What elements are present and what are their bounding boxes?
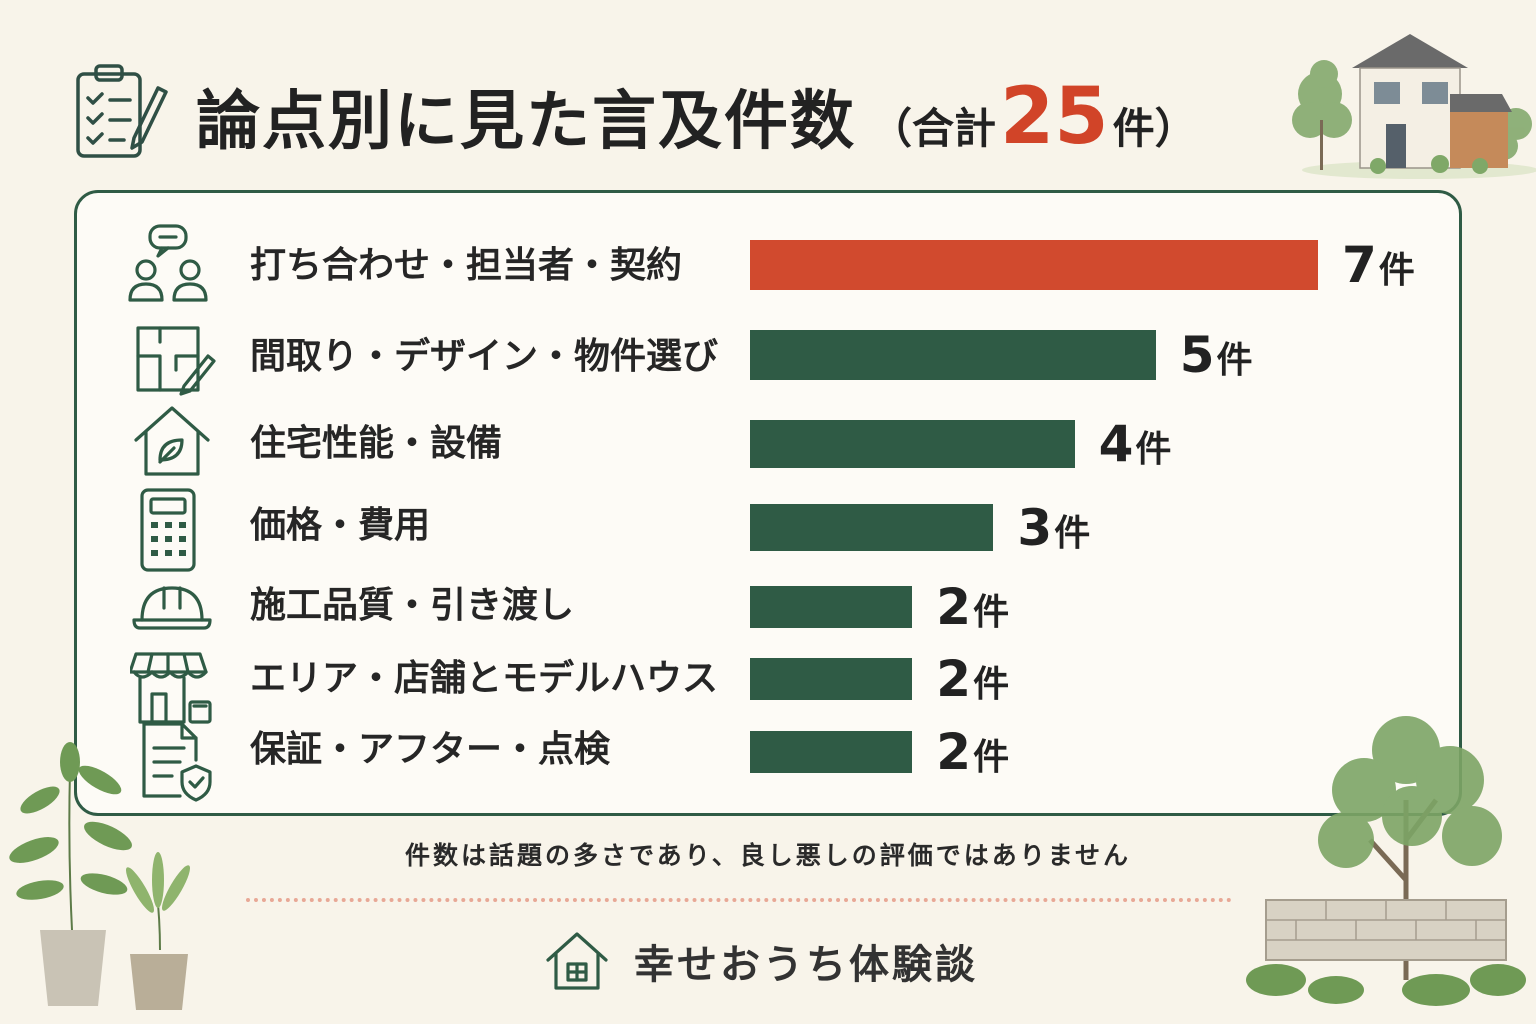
category-label-warranty: 保証・アフター・点検 bbox=[250, 729, 611, 770]
total-count: 25 bbox=[1000, 72, 1109, 162]
category-label-meetings: 打ち合わせ・担当者・契約 bbox=[250, 245, 683, 286]
dotted-divider bbox=[246, 898, 1232, 902]
bar bbox=[750, 731, 913, 773]
brand: 幸せおうち体験談 bbox=[544, 926, 978, 996]
data-label: 3件 bbox=[1017, 498, 1090, 558]
bar bbox=[750, 658, 913, 700]
helmet-icon bbox=[132, 586, 212, 630]
data-label-unit: 件 bbox=[1054, 512, 1091, 554]
floorplan-icon bbox=[136, 326, 216, 396]
data-label: 5件 bbox=[1180, 325, 1253, 385]
potted-plant-illustration bbox=[9, 742, 190, 1010]
shop-icon bbox=[130, 652, 212, 724]
data-label: 4件 bbox=[1099, 414, 1172, 474]
footnote: 件数は話題の多さであり、良し悪しの評価ではありません bbox=[404, 841, 1131, 870]
data-label: 2件 bbox=[936, 577, 1009, 637]
brand-name: 幸せおうち体験談 bbox=[634, 942, 978, 988]
tree-illustration bbox=[1246, 716, 1526, 1006]
data-label-unit: 件 bbox=[973, 592, 1010, 633]
bar bbox=[750, 330, 1156, 380]
house-illustration bbox=[1292, 34, 1536, 179]
category-label-area: エリア・店舗とモデルハウス bbox=[250, 658, 719, 699]
clipboard-checklist-icon bbox=[76, 64, 168, 158]
data-label-unit: 件 bbox=[973, 737, 1010, 778]
data-label-value: 4 bbox=[1098, 415, 1134, 473]
document-shield-icon bbox=[142, 722, 212, 802]
page-title: 論点別に見た言及件数 （合計 25 件） bbox=[196, 70, 1197, 170]
data-label-value: 7 bbox=[1342, 236, 1377, 294]
data-label-value: 2 bbox=[936, 650, 972, 708]
data-label: 7件 bbox=[1342, 235, 1415, 295]
chart-panel bbox=[74, 190, 1462, 816]
data-label-value: 3 bbox=[1017, 498, 1053, 557]
category-label-design: 間取り・デザイン・物件選び bbox=[250, 336, 719, 377]
bar bbox=[750, 504, 994, 551]
calculator-icon bbox=[140, 488, 196, 572]
data-label-unit: 件 bbox=[1135, 429, 1172, 470]
data-label-value: 2 bbox=[936, 723, 972, 781]
bar bbox=[750, 586, 913, 628]
data-label-unit: 件 bbox=[1216, 340, 1253, 381]
category-label-performance: 住宅性能・設備 bbox=[250, 423, 503, 464]
title-text: 論点別に見た言及件数 bbox=[196, 85, 856, 159]
total-prefix: （合計 bbox=[870, 104, 997, 153]
total-suffix: 件） bbox=[1112, 104, 1197, 153]
data-label: 2件 bbox=[936, 649, 1009, 709]
data-label-unit: 件 bbox=[973, 664, 1010, 705]
meeting-icon bbox=[128, 224, 208, 302]
house-leaf-icon bbox=[134, 406, 210, 476]
category-label-price: 価格・費用 bbox=[250, 505, 431, 546]
category-label-quality: 施工品質・引き渡し bbox=[250, 585, 575, 626]
bar bbox=[750, 420, 1075, 468]
data-label-value: 5 bbox=[1179, 326, 1215, 384]
data-label-unit: 件 bbox=[1378, 250, 1415, 291]
bar bbox=[750, 240, 1318, 290]
data-label: 2件 bbox=[936, 722, 1009, 782]
house-icon bbox=[546, 932, 608, 990]
data-label-value: 2 bbox=[936, 578, 972, 636]
